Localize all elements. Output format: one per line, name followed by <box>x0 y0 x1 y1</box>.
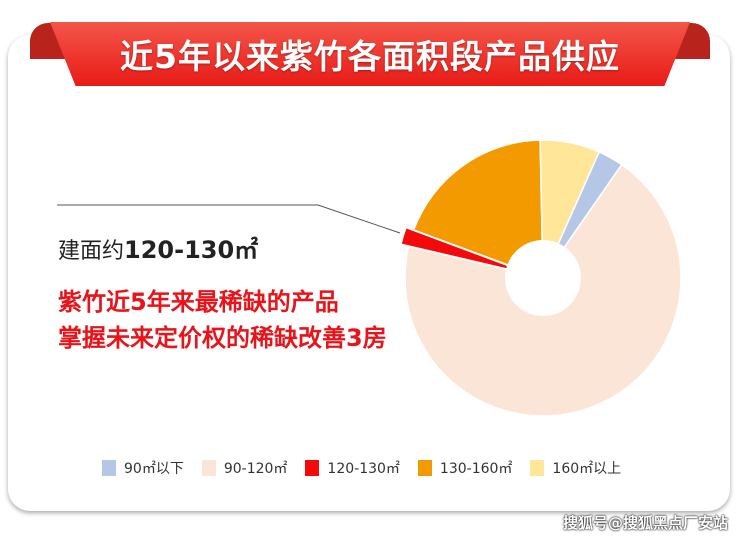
legend-label: 90㎡以下 <box>124 461 184 477</box>
legend-item: 130-160㎡ <box>417 458 513 478</box>
legend-item: 160㎡以上 <box>530 458 621 478</box>
legend-swatch <box>102 460 116 476</box>
annotation-size: 建面约120-130㎡ <box>58 230 258 265</box>
annotation-highlight-1: 紫竹近5年来最稀缺的产品 <box>58 288 339 316</box>
pie-slice-2 <box>400 226 536 277</box>
annotation-value: 120-130㎡ <box>124 236 259 264</box>
title-ribbon: 近5年以来紫竹各面积段产品供应 <box>50 22 690 86</box>
legend-item: 90-120㎡ <box>201 458 288 478</box>
annotation-leader-line <box>57 204 401 234</box>
legend-swatch <box>530 460 545 476</box>
donut-hole <box>505 240 581 316</box>
annotation-prefix: 建面约 <box>58 239 125 264</box>
legend: 90㎡以下 90-120㎡ 120-130㎡ 130-160㎡ 160㎡以上 <box>102 458 621 478</box>
legend-swatch <box>417 460 432 476</box>
legend-label: 120-130㎡ <box>327 461 400 477</box>
legend-item: 90㎡以下 <box>102 458 184 478</box>
pie-slice-3 <box>412 139 544 280</box>
annotation-highlight-2: 掌握未来定价权的稀缺改善3房 <box>58 324 387 352</box>
legend-item: 120-130㎡ <box>305 458 400 478</box>
legend-label: 160㎡以上 <box>552 461 622 477</box>
legend-swatch <box>201 460 216 476</box>
legend-label: 130-160㎡ <box>439 461 513 477</box>
legend-label: 90-120㎡ <box>223 461 288 477</box>
watermark: 搜狐号@搜狐黑点厂安站 <box>562 514 728 532</box>
legend-swatch <box>305 460 320 476</box>
chart-title: 近5年以来紫竹各面积段产品供应 <box>120 37 620 76</box>
